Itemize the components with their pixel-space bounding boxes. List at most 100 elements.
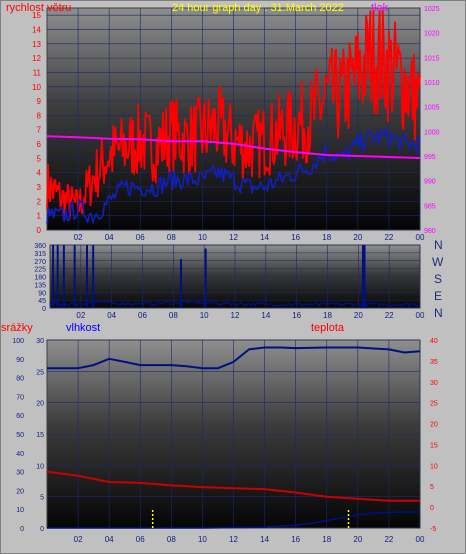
direction-y-tick-label: 225 <box>34 267 46 274</box>
direction-x-tick-label: 08 <box>169 311 178 320</box>
pressure-y-tick-label: 1025 <box>424 6 440 13</box>
rain-y-tick-label: 40 <box>16 451 24 458</box>
rain-label: srážky <box>1 322 33 334</box>
pressure-y-tick-label: 1005 <box>424 105 440 112</box>
direction-baseline-line <box>49 299 421 307</box>
pressure-y-tick-label: 990 <box>424 179 436 186</box>
humidity-x-tick-label: 04 <box>105 535 114 544</box>
pressure-y-tick-label: 1015 <box>424 55 440 62</box>
humidity-x-tick-label: 18 <box>322 535 331 544</box>
compass-s: S <box>434 272 442 286</box>
humidity-x-tick-label: 22 <box>384 535 393 544</box>
compass-e: E <box>434 289 442 303</box>
wind-y-tick-label: 4 <box>37 169 42 178</box>
wind-y-tick-label: 8 <box>37 111 42 120</box>
rain-y-tick-label: 0 <box>20 526 24 533</box>
wind-x-tick-label: 18 <box>322 233 331 242</box>
rain-y-tick-label: 70 <box>16 394 24 401</box>
direction-y-tick-label: 180 <box>34 275 46 282</box>
humidity-label: vlhkost <box>66 322 100 334</box>
wind-x-tick-label: 14 <box>260 233 269 242</box>
direction-x-tick-label: 02 <box>76 311 85 320</box>
direction-y-tick-label: 315 <box>34 251 46 258</box>
pressure-y-tick-label: 1010 <box>424 80 440 87</box>
pressure-y-tick-label: 1020 <box>424 31 440 38</box>
wind-x-tick-label: 22 <box>384 233 393 242</box>
wind-y-tick-label: 6 <box>37 140 42 149</box>
humidity-x-tick-label: 10 <box>198 535 207 544</box>
rain-y-tick-label: 100 <box>12 338 24 345</box>
wind-x-tick-label: 02 <box>74 233 83 242</box>
humidity-x-tick-label: 02 <box>74 535 83 544</box>
pressure-y-tick-label: 1000 <box>424 129 440 136</box>
humidity-x-tick-label: 20 <box>353 535 362 544</box>
wind-y-tick-label: 9 <box>37 97 42 106</box>
chart-title: 24 hour graph day : 31.March 2022 <box>172 2 344 14</box>
temperature-y-tick-label: 25 <box>430 401 438 408</box>
humidity-y-tick-label: 20 <box>36 401 44 408</box>
compass-w: W <box>432 255 444 269</box>
temperature-y-tick-label: 40 <box>430 338 438 345</box>
compass-n-bottom: N <box>434 306 443 320</box>
direction-x-tick-label: 20 <box>354 311 363 320</box>
wind-x-tick-label: 00 <box>416 233 425 242</box>
direction-x-tick-label: 00 <box>416 311 425 320</box>
humidity-x-tick-label: 00 <box>416 535 425 544</box>
pressure-label: tlak <box>371 2 389 14</box>
wind-y-tick-label: 5 <box>37 154 42 163</box>
wind-y-tick-label: 11 <box>33 68 42 77</box>
direction-x-tick-label: 14 <box>261 311 270 320</box>
direction-x-tick-label: 04 <box>107 311 116 320</box>
direction-y-tick-label: 360 <box>34 243 46 250</box>
wind-average-line <box>46 127 421 224</box>
direction-x-tick-label: 18 <box>323 311 332 320</box>
rain-y-tick-label: 90 <box>16 357 24 364</box>
wind-x-tick-label: 12 <box>229 233 238 242</box>
humidity-x-tick-label: 08 <box>167 535 176 544</box>
wind-y-tick-label: 2 <box>37 197 42 206</box>
pressure-line <box>46 135 421 159</box>
wind-y-tick-label: 10 <box>32 83 41 92</box>
wind-x-tick-label: 06 <box>136 233 145 242</box>
humidity-y-tick-label: 25 <box>36 369 44 376</box>
wind-x-tick-label: 16 <box>291 233 300 242</box>
direction-x-tick-label: 06 <box>138 311 147 320</box>
humidity-y-tick-label: 10 <box>36 463 44 470</box>
rain-y-tick-label: 10 <box>16 507 24 514</box>
direction-x-tick-label: 10 <box>200 311 209 320</box>
direction-y-tick-label: 90 <box>38 290 46 297</box>
rain-y-tick-label: 50 <box>16 432 24 439</box>
wind-speed-label: rychlost větru <box>6 2 71 14</box>
rain-y-tick-label: 30 <box>16 470 24 477</box>
pressure-y-tick-label: 985 <box>424 203 436 210</box>
direction-x-tick-label: 22 <box>385 311 394 320</box>
wind-y-tick-label: 7 <box>37 126 42 135</box>
temperature-y-tick-label: 5 <box>430 484 434 491</box>
wind-x-tick-label: 20 <box>353 233 362 242</box>
humidity-x-tick-label: 06 <box>136 535 145 544</box>
grid-lines <box>47 8 421 529</box>
temperature-y-tick-label: 15 <box>430 442 438 449</box>
temperature-y-tick-label: 35 <box>430 359 438 366</box>
rain-y-tick-label: 80 <box>16 376 24 383</box>
direction-y-tick-label: 135 <box>34 282 46 289</box>
direction-x-tick-label: 16 <box>292 311 301 320</box>
direction-y-tick-label: 0 <box>42 306 46 313</box>
wind-y-tick-label: 0 <box>37 226 42 235</box>
direction-x-tick-label: 12 <box>231 311 240 320</box>
pressure-y-tick-label: 980 <box>424 228 436 235</box>
wind-y-tick-label: 14 <box>32 25 41 34</box>
direction-y-tick-label: 45 <box>38 298 46 305</box>
humidity-line <box>47 346 421 370</box>
wind-y-tick-label: 15 <box>32 11 41 20</box>
humidity-x-tick-label: 14 <box>260 535 269 544</box>
data-marks <box>46 9 421 529</box>
wind-y-tick-label: 13 <box>32 40 41 49</box>
humidity-x-tick-label: 16 <box>291 535 300 544</box>
direction-y-tick-label: 270 <box>34 259 46 266</box>
axis-labels: 02 04 06 08 10 12 14 16 18 20 22 000123456789101112… <box>12 6 439 544</box>
temperature-label: teplota <box>311 322 345 334</box>
humidity-x-tick-label: 12 <box>229 535 238 544</box>
rain-y-tick-label: 60 <box>16 413 24 420</box>
